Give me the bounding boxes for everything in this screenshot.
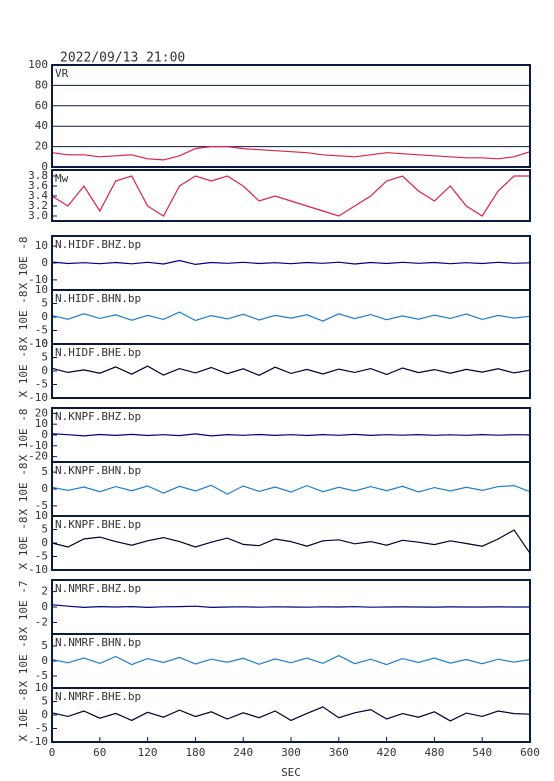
y-tick-label: 0	[41, 654, 48, 667]
x-tick-label: 0	[49, 746, 56, 759]
x-tick-label: 120	[138, 746, 158, 759]
y-tick-label: 40	[35, 119, 48, 132]
y-tick-label: -5	[35, 669, 48, 682]
panel-frame	[51, 343, 531, 399]
y-tick-label: -10	[28, 563, 48, 576]
x-tick-label: 180	[185, 746, 205, 759]
y-tick-label: 0	[41, 310, 48, 323]
panel-label: N.NMRF.BHZ.bp	[55, 582, 141, 595]
y-tick-label: 0	[41, 536, 48, 549]
panel-label: N.HIDF.BHE.bp	[55, 346, 141, 359]
y-axis-label: X 10E -8	[17, 635, 30, 688]
y-axis-label: X 10E -8	[17, 689, 30, 742]
y-tick-label: 10	[35, 509, 48, 522]
y-tick-label: -10	[28, 735, 48, 748]
x-tick-label: 300	[281, 746, 301, 759]
y-tick-label: 80	[35, 78, 48, 91]
y-tick-label: 0	[41, 256, 48, 269]
y-tick-label: 5	[41, 465, 48, 478]
y-tick-label: 10	[35, 239, 48, 252]
panel-label: N.NMRF.BHE.bp	[55, 690, 141, 703]
panel-label: N.HIDF.BHZ.bp	[55, 238, 141, 251]
y-tick-label: -5	[35, 324, 48, 337]
panel-label: N.HIDF.BHN.bp	[55, 292, 141, 305]
y-axis-label: X 10E -8	[17, 409, 30, 462]
y-axis-label: X 10E -8	[17, 517, 30, 570]
series-line	[51, 654, 531, 666]
y-axis-label: X 10E -7	[17, 581, 30, 634]
y-tick-label: 0	[41, 428, 48, 441]
series-line	[51, 259, 531, 266]
panel-label: VR	[55, 67, 69, 80]
y-tick-label: -5	[35, 499, 48, 512]
y-tick-label: 5	[41, 351, 48, 364]
y-tick-label: 0	[41, 160, 48, 173]
y-tick-label: 2	[41, 585, 48, 598]
panel-frame	[51, 64, 531, 168]
series-line	[51, 604, 530, 609]
x-tick-label: 420	[377, 746, 397, 759]
y-tick-label: 3.2	[28, 199, 48, 212]
panel-frame	[51, 687, 531, 743]
y-axis-label: X 10E -8	[17, 237, 30, 290]
panel-label: N.NMRF.BHN.bp	[55, 636, 141, 649]
y-tick-label: -10	[28, 273, 48, 286]
y-tick-label: 5	[41, 297, 48, 310]
series-line	[51, 311, 531, 322]
panel-label: N.KNPF.BHN.bp	[55, 464, 141, 477]
series-line	[51, 706, 531, 722]
x-tick-label: 540	[472, 746, 492, 759]
y-tick-label: -10	[28, 391, 48, 404]
y-tick-label: 20	[35, 140, 48, 153]
y-axis-label: X 10E -8	[17, 291, 30, 344]
y-tick-label: 10	[35, 337, 48, 350]
y-tick-label: 10	[35, 417, 48, 430]
y-tick-label: 10	[35, 283, 48, 296]
x-tick-label: 240	[233, 746, 253, 759]
x-axis-label: SEC	[281, 766, 301, 779]
x-tick-label: 60	[93, 746, 106, 759]
series-line	[51, 529, 531, 554]
y-axis-label: X 10E -8	[17, 345, 30, 398]
panel-frame	[51, 169, 531, 222]
y-tick-label: -5	[35, 722, 48, 735]
y-tick-label: 0	[41, 708, 48, 721]
x-tick-label: 480	[424, 746, 444, 759]
y-tick-label: 5	[41, 639, 48, 652]
y-tick-label: -10	[28, 337, 48, 350]
y-tick-label: 3.0	[28, 209, 48, 222]
y-tick-label: -20	[28, 450, 48, 463]
y-tick-label: 5	[41, 523, 48, 536]
x-tick-label: 360	[329, 746, 349, 759]
y-tick-label: 3.4	[28, 189, 48, 202]
series-line	[51, 484, 531, 495]
y-tick-label: 0	[41, 364, 48, 377]
series-line	[51, 146, 531, 161]
y-tick-label: 3.8	[28, 169, 48, 182]
chart-title: 2022/09/13 21:00	[60, 51, 185, 66]
y-tick-label: -10	[28, 439, 48, 452]
x-tick-label: 600	[520, 746, 540, 759]
y-tick-label: 0	[41, 600, 48, 613]
y-tick-label: -5	[35, 550, 48, 563]
y-tick-label: 60	[35, 99, 48, 112]
series-line	[51, 433, 531, 437]
y-tick-label: 100	[28, 58, 48, 71]
y-tick-label: 20	[35, 406, 48, 419]
series-line	[51, 175, 530, 217]
panel-frame	[51, 515, 531, 571]
panel-label: N.KNPF.BHZ.bp	[55, 410, 141, 423]
y-tick-label: -2	[35, 615, 48, 628]
y-tick-label: -5	[35, 378, 48, 391]
y-tick-label: 5	[41, 695, 48, 708]
panel-label: N.KNPF.BHE.bp	[55, 518, 141, 531]
y-tick-label: 10	[35, 681, 48, 694]
series-line	[51, 365, 531, 376]
y-tick-label: 3.6	[28, 179, 48, 192]
y-tick-label: 0	[41, 482, 48, 495]
panel-label: Mw	[55, 172, 69, 185]
y-axis-label: X 10E -8	[17, 463, 30, 516]
